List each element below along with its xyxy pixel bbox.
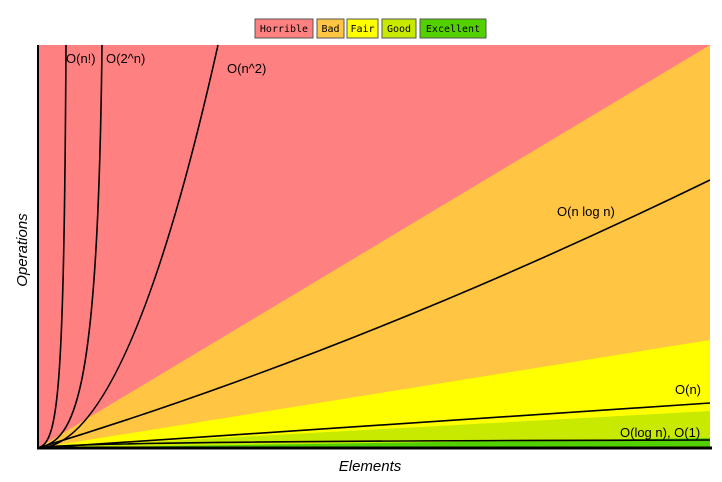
- curve-label: O(n^2): [227, 61, 266, 76]
- curve-linear: [37, 402, 711, 449]
- legend-label: Excellent: [426, 24, 480, 35]
- regions: [38, 45, 710, 448]
- legend-swatch: [254, 18, 314, 39]
- legend: Horrible Bad Fair Good Excellent: [254, 18, 487, 39]
- x-axis-label: Elements: [339, 458, 402, 475]
- curve-exponential: [37, 44, 103, 449]
- region-good: [38, 411, 710, 448]
- curve-label: O(2^n): [106, 51, 145, 66]
- curves: [37, 44, 711, 449]
- curve-label: O(n log n): [557, 204, 615, 219]
- curve-label: O(n!): [66, 51, 96, 66]
- region-bad: [38, 45, 710, 448]
- curve-factorial: [37, 44, 67, 449]
- curve-nlogn: [37, 179, 711, 449]
- legend-label: Horrible: [260, 24, 308, 35]
- legend-label: Fair: [350, 24, 374, 35]
- curve-label: O(log n), O(1): [620, 425, 700, 440]
- legend-label: Bad: [321, 24, 339, 35]
- curve-label: O(n): [675, 382, 701, 397]
- curve-log: [37, 439, 711, 449]
- legend-swatch: [381, 18, 417, 39]
- legend-swatch: [316, 18, 345, 39]
- legend-swatch: [419, 18, 487, 39]
- legend-label: Good: [387, 24, 411, 35]
- y-axis-label: Operations: [14, 213, 31, 287]
- legend-swatch: [346, 18, 379, 39]
